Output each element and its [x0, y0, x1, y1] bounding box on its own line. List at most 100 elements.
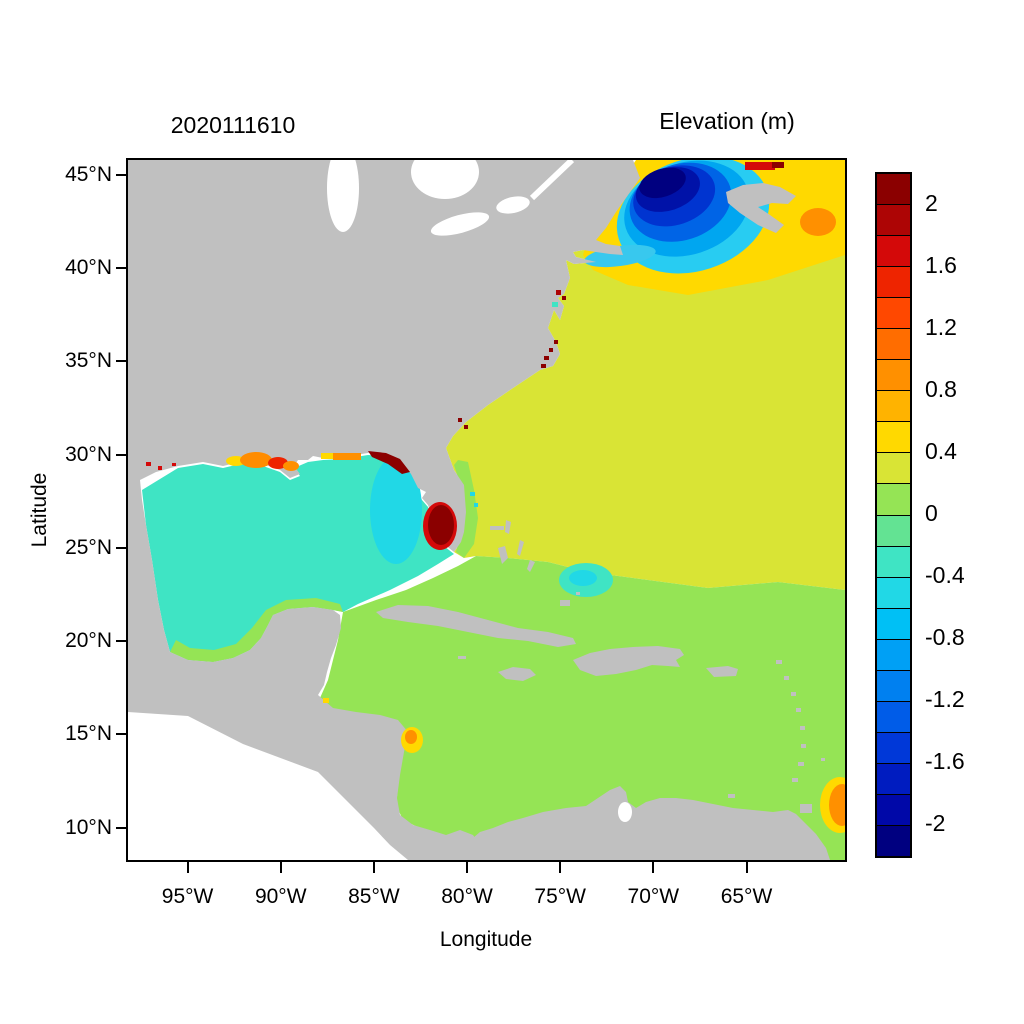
nova-scotia-orange-patch: [800, 208, 836, 236]
colorbar-tick-label: -2: [925, 810, 946, 836]
x-tick-label: 90°W: [254, 885, 307, 908]
y-tick-label: 30°N: [65, 442, 112, 466]
x-tick-label: 85°W: [348, 885, 400, 908]
x-tickmark: [186, 862, 189, 873]
x-tick-label: 75°W: [534, 885, 586, 908]
florida-east-green-strip: [454, 460, 478, 558]
colorbar-segment: [877, 297, 910, 329]
colorbar-tick-label: 1.2: [925, 314, 957, 340]
belize-yellow-dot: [323, 698, 329, 703]
y-tickmark: [116, 640, 128, 643]
land-jamaica: [498, 667, 536, 681]
land-margarita: [728, 794, 735, 798]
land-trinidad: [800, 804, 812, 813]
x-tickmark: [372, 862, 375, 873]
x-tickmark: [279, 862, 282, 873]
texas-coast-red-dots: [146, 462, 176, 470]
campeche-green-band: [170, 598, 343, 662]
land-cuba: [376, 605, 576, 647]
gulf-of-maine-blue-blob: [616, 160, 770, 274]
y-axis-label: Latitude: [28, 472, 51, 548]
colorbar: [875, 172, 912, 858]
colorbar-segment: [877, 824, 910, 857]
elevation-map: [126, 158, 847, 862]
colorbar-tick-label: -1.2: [925, 686, 965, 712]
y-tickmark: [116, 733, 128, 736]
land-north-central-america: [128, 160, 640, 860]
y-tickmark: [116, 360, 128, 363]
y-tickmark: [116, 453, 128, 456]
georgia-coast-maroon-dots: [458, 418, 468, 429]
x-tick-label: 65°W: [720, 885, 773, 908]
st-lawrence-river: [529, 160, 575, 201]
y-tickmark: [116, 173, 128, 176]
sw-florida-maroon-blob: [428, 505, 454, 545]
x-tick-label: 95°W: [161, 885, 214, 908]
outer-banks-maroon-specks: [541, 340, 558, 368]
colorbar-tick-label: 2: [925, 190, 938, 216]
caribbean-water-region: [320, 556, 845, 860]
land-lesser-antilles: [776, 660, 825, 782]
x-tickmark: [559, 862, 562, 873]
colorbar-segment: [877, 483, 910, 515]
colorbar-tick-label: 1.6: [925, 252, 957, 278]
land-bahamas: [490, 520, 580, 606]
colorbar-title: Elevation (m): [659, 108, 795, 134]
y-tickmark: [116, 826, 128, 829]
y-tick-label: 15°N: [65, 722, 112, 746]
colorbar-segment: [877, 514, 910, 546]
straits-cyan-speck: [474, 503, 478, 507]
land-cayman: [458, 656, 466, 659]
colorbar-tick-label: -0.4: [925, 562, 965, 588]
colorbar-segment: [877, 204, 910, 236]
y-tick-label: 40°N: [65, 256, 112, 280]
fundy-head-red-sliver: [745, 162, 775, 170]
colorbar-segment: [877, 390, 910, 422]
land-puerto-rico: [706, 666, 738, 677]
colorbar-segment: [877, 452, 910, 484]
colorbar-segment: [877, 545, 910, 577]
x-tickmark: [466, 862, 469, 873]
land-nova-scotia: [726, 183, 796, 233]
lake-maracaibo: [618, 802, 632, 822]
straits-cyan-speck: [470, 492, 475, 496]
x-tick-label: 70°W: [627, 885, 680, 908]
colorbar-segment: [877, 174, 910, 205]
colorbar-segment: [877, 793, 910, 825]
chesapeake-delaware-specks: [552, 290, 566, 307]
colorbar-segment: [877, 421, 910, 453]
big-bend-maroon-strip: [368, 451, 410, 474]
panhandle-orange-strip: [333, 453, 361, 460]
y-tick-label: 20°N: [65, 629, 112, 653]
nicaragua-orange-core: [405, 730, 417, 744]
colorbar-segment: [877, 266, 910, 298]
colorbar-segment: [877, 607, 910, 639]
x-tickmark: [745, 862, 748, 873]
x-axis-label: Longitude: [439, 928, 533, 951]
panhandle-yellow-strip: [321, 453, 333, 459]
west-florida-shelf-cyan: [370, 456, 422, 564]
land-hispaniola: [573, 646, 684, 676]
louisiana-orange-patch: [240, 452, 272, 468]
y-tick-label: 45°N: [65, 162, 112, 186]
x-tick-label: 80°W: [441, 885, 493, 908]
y-tick-label: 10°N: [65, 815, 112, 839]
colorbar-tick-label: 0.8: [925, 376, 957, 402]
colorbar-segment: [877, 235, 910, 267]
x-tickmark: [652, 862, 655, 873]
colorbar-segment: [877, 638, 910, 670]
great-lakes: [327, 160, 530, 236]
colorbar-tick-label: 0: [925, 500, 938, 526]
fundy-head-maroon-sliver: [772, 162, 784, 168]
colorbar-tick-label: -1.6: [925, 748, 965, 774]
colorbar-segment: [877, 762, 910, 794]
colorbar-tick-label: 0.4: [925, 438, 957, 464]
y-tickmark: [116, 546, 128, 549]
colorbar-segment: [877, 731, 910, 763]
colorbar-segment: [877, 359, 910, 391]
orinoco-orange-patch: [829, 784, 845, 826]
colorbar-tick-label: -0.8: [925, 624, 965, 650]
colorbar-segment: [877, 328, 910, 360]
colorbar-segment: [877, 669, 910, 701]
